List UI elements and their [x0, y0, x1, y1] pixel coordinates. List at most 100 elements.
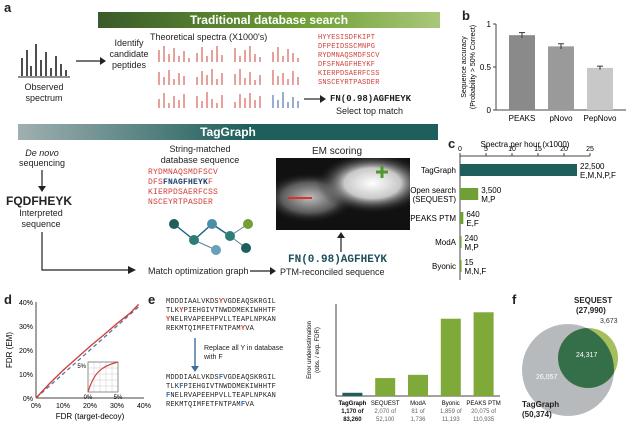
b-y-tick-label: 1: [487, 20, 492, 29]
d-y-tick-label: 30%: [19, 324, 33, 331]
em-heatmap: [276, 158, 410, 230]
c-y-label: PEAKS PTM: [410, 214, 456, 223]
c-x-tick-label: 15: [534, 146, 542, 153]
venn-sequest-label: SEQUEST: [574, 296, 613, 305]
e-seq-before: MDDDIAALVKDSYVGDEAQSKRGIL TLKYPIEHGIVTNW…: [166, 298, 298, 334]
e-before-line-2: TLKYPIEHGIVTNWDDMEKIWHHTF: [166, 307, 277, 315]
e-x-tick-label: Byonic: [442, 401, 460, 407]
e-total-label: 11,193: [442, 417, 461, 423]
venn-taggraph-total: (50,374): [522, 410, 552, 419]
arrow-identify: [76, 57, 106, 65]
e-count-label: 2,070 of: [374, 409, 396, 415]
db-seq-line-4: DFSFNAGFHEYKF: [318, 61, 376, 69]
b-bar-pnovo: [548, 46, 574, 110]
sm-line-4: NSCEYRTPASDER: [148, 198, 214, 207]
ptm-reconciled-label: PTM-reconciled sequence: [280, 267, 385, 277]
e-x-tick-label: ModA: [410, 401, 426, 407]
sm-line-3: KIERPDSAERFCSS: [148, 188, 219, 197]
b-y-tick-label: 0: [487, 106, 492, 115]
e-total-label: 83,260: [343, 417, 362, 423]
e-bar: [473, 312, 494, 396]
c-x-tick-label: 0: [458, 146, 462, 153]
c-y-label: Open search: [410, 186, 456, 195]
d-x-tick-label: 0%: [31, 403, 41, 410]
de-novo-label: De novo: [25, 148, 59, 158]
chart-c-throughput: Spectra per hour (x1000) 0 5 10 15 20 25 TagGra…: [410, 140, 616, 280]
d-x-tick-label: 30%: [110, 403, 124, 410]
ptm-peptide: FN(0.98)AGFHEYK: [288, 254, 388, 266]
e-bar: [408, 374, 428, 396]
c-bar: [460, 260, 462, 272]
venn-taggraph-only: 26,057: [536, 374, 558, 381]
replace-note: Replace all Y in database with F: [204, 345, 284, 361]
d-y-tick-label: 20%: [19, 348, 33, 355]
arrow-replace: [191, 338, 199, 372]
c-mods-label: M,P: [465, 243, 479, 252]
e-count-label: 20,075 of: [471, 409, 496, 415]
observed-spectrum-icon: [18, 44, 70, 78]
arrow-up-em: [337, 232, 345, 252]
e-after-line-4: REKMTQIMFETFNTPAMFVA: [166, 401, 255, 409]
d-x-tick-label: 20%: [83, 403, 97, 410]
db-sequence-list: HYYESISDFKIPT DFPEIDSSCMNPG RYDMNAQSMDFS…: [318, 34, 448, 88]
c-mods-label: E,M,N,P,F: [580, 171, 616, 180]
db-seq-line-5: KIERPDSAERFCSS: [318, 70, 380, 78]
interpreted-peptide: FQDFHEYK: [6, 194, 72, 208]
banner-taggraph: TagGraph: [18, 124, 438, 140]
c-y-label: ModA: [435, 238, 457, 247]
c-y-label: TagGraph: [421, 166, 456, 175]
e-count-label: 81 of: [411, 409, 425, 415]
arrow-interpreted-to-graph: [41, 232, 136, 274]
b-y-label: Sequence accuracy (Probability > 50% Corr…: [461, 25, 477, 109]
e-before-line-3: YNELRVAPEEHPVLLTEAPLNPKAN: [166, 316, 277, 324]
select-top-match-label: Select top match: [336, 106, 404, 116]
e-count-label: 1,170 of: [341, 409, 364, 415]
b-bar-pepnovo: [587, 67, 613, 110]
theoretical-spectra-label: Theoretical spectra (X1000's): [150, 32, 268, 42]
e-before-line-4: REKMTQIMFETFNTPAMYVA: [166, 325, 255, 333]
e-before-line-1: MDDDIAALVKDSYVGDEAQSKRGIL: [166, 298, 277, 306]
c-x-tick-label: 25: [586, 146, 594, 153]
panel-label-a: a: [4, 0, 12, 15]
db-seq-line-1: HYYESISDFKIPT: [318, 34, 376, 42]
venn-overlap-count: 24,317: [576, 352, 598, 359]
e-after-line-3: FNELRVAPEEHPVLLTEAPLNPKAN: [166, 392, 277, 400]
panel-label-f: f: [512, 292, 517, 307]
d-x-tick-label: 40%: [137, 403, 151, 410]
c-bar: [460, 236, 462, 248]
e-total-label: 1,736: [410, 417, 426, 423]
venn-diagram: [522, 324, 618, 416]
d-x-tick-label: 10%: [56, 403, 70, 410]
d-inset-min: 0%: [84, 395, 93, 401]
panel-label-e: e: [148, 292, 156, 307]
top-match-peptide: FN(0.98)AGFHEYK: [330, 94, 412, 104]
theoretical-spectra-grid: [158, 46, 299, 108]
d-inset-frame: [87, 361, 119, 393]
venn-overlap: [558, 328, 614, 388]
c-y-label: Byonic: [432, 262, 456, 271]
em-scoring-label: EM scoring: [312, 146, 363, 157]
e-total-label: 52,100: [376, 417, 395, 423]
c-mods-label: M,N,F: [465, 267, 487, 276]
chart-e-error: Error underestimation (obs. / exp. FDR) Ta…: [307, 304, 501, 423]
sm-line-1: RYDMNAQSMDFSCV: [148, 168, 219, 177]
e-x-tick-label: PEAKS PTM: [466, 401, 500, 407]
e-bar: [342, 392, 363, 396]
d-y-tick-label: 0%: [23, 396, 33, 403]
arrow-graph-to-ptm: [250, 267, 276, 275]
interpreted-sequence-label: Interpreted sequence: [19, 208, 63, 229]
d-inset-ymax: 5%: [77, 364, 86, 370]
c-mods-label: E,F: [466, 219, 479, 228]
c-x-tick-label: 10: [508, 146, 516, 153]
c-value-label: 22,500: [580, 162, 605, 171]
c-value-label: 15: [465, 258, 474, 267]
match-graph-icon: [169, 219, 253, 255]
d-x-label: FDR (target-decoy): [56, 412, 125, 421]
c-value-label: 3,500: [481, 186, 502, 195]
d-taggraph-line: [35, 303, 140, 399]
b-x-tick-label: PepNovo: [584, 114, 617, 123]
e-after-line-1: MDDDIAALVKDSFVGDEAQSKRGIL: [166, 374, 277, 382]
e-bar: [375, 378, 396, 396]
venn-sequest-only: 3,673: [600, 318, 618, 325]
db-seq-line-6: SNSCEYRTPASDER: [318, 79, 380, 87]
